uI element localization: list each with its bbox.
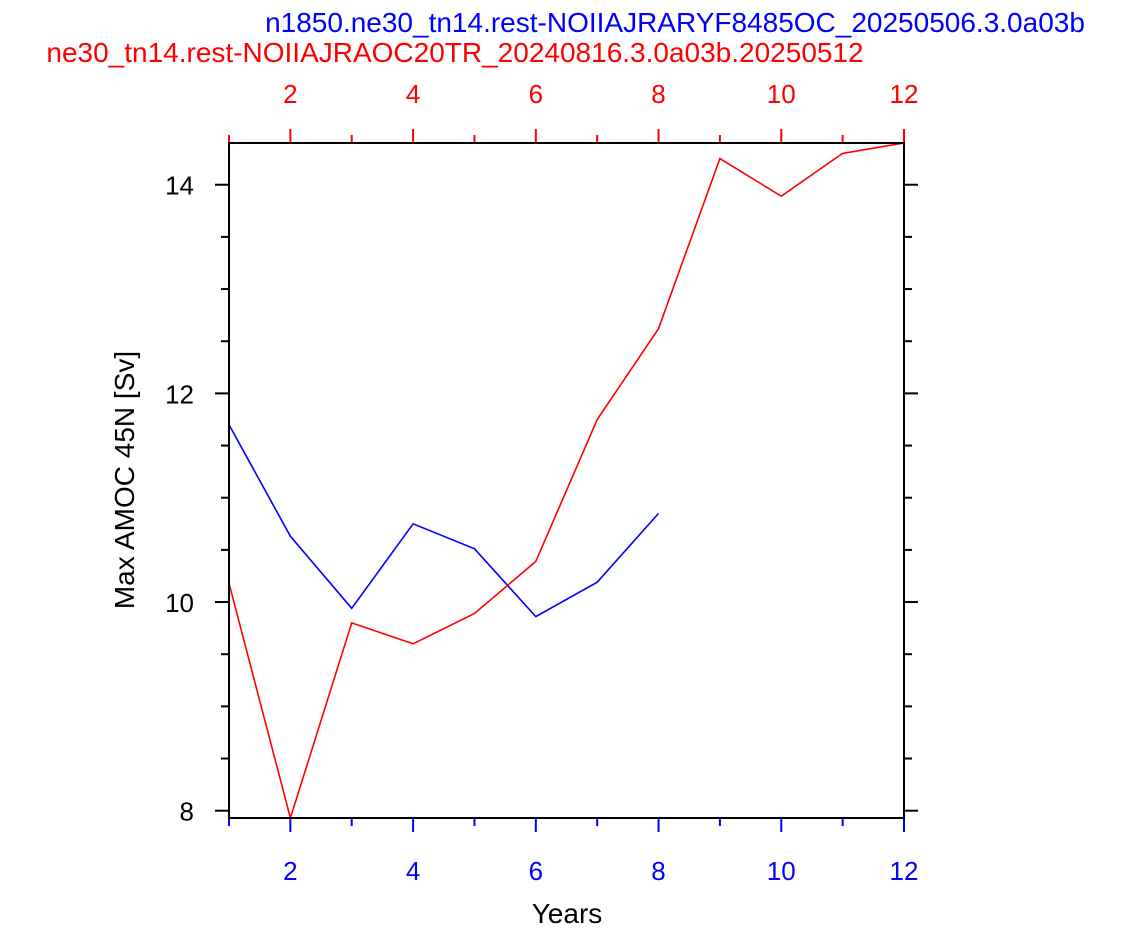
x-top-tick-label: 2 bbox=[283, 79, 297, 109]
axis-ticks bbox=[215, 129, 918, 832]
x-bottom-tick-label: 10 bbox=[767, 856, 796, 886]
x-top-tick-label: 6 bbox=[529, 79, 543, 109]
y-tick-label: 12 bbox=[165, 379, 194, 409]
x-bottom-tick-label: 12 bbox=[890, 856, 919, 886]
x-bottom-tick-label: 4 bbox=[406, 856, 420, 886]
series-line-red bbox=[228, 142, 905, 821]
y-tick-label: 8 bbox=[180, 797, 194, 827]
series-lines bbox=[228, 142, 905, 821]
x-bottom-tick-label: 2 bbox=[283, 856, 297, 886]
title-red: ne30_tn14.rest-NOIIAJRAOC20TR_20240816.3… bbox=[46, 37, 863, 68]
title-blue: n1850.ne30_tn14.rest-NOIIAJRARYF8485OC_2… bbox=[265, 7, 1085, 38]
y-axis-label: Max AMOC 45N [Sv] bbox=[109, 351, 140, 609]
x-axis-label: Years bbox=[532, 898, 603, 929]
y-tick-label: 10 bbox=[165, 588, 194, 618]
plot-frame bbox=[228, 142, 905, 819]
series-line-blue bbox=[228, 424, 660, 618]
tick-labels: 2 2 4 4 6 6 8 8 10 10 12 12 8 10 12 14 bbox=[165, 79, 918, 886]
x-top-tick-label: 8 bbox=[651, 79, 665, 109]
x-bottom-tick-label: 6 bbox=[529, 856, 543, 886]
x-top-tick-label: 12 bbox=[890, 79, 919, 109]
y-tick-label: 14 bbox=[165, 171, 194, 201]
x-top-tick-label: 10 bbox=[767, 79, 796, 109]
x-top-tick-label: 4 bbox=[406, 79, 420, 109]
x-bottom-tick-label: 8 bbox=[651, 856, 665, 886]
